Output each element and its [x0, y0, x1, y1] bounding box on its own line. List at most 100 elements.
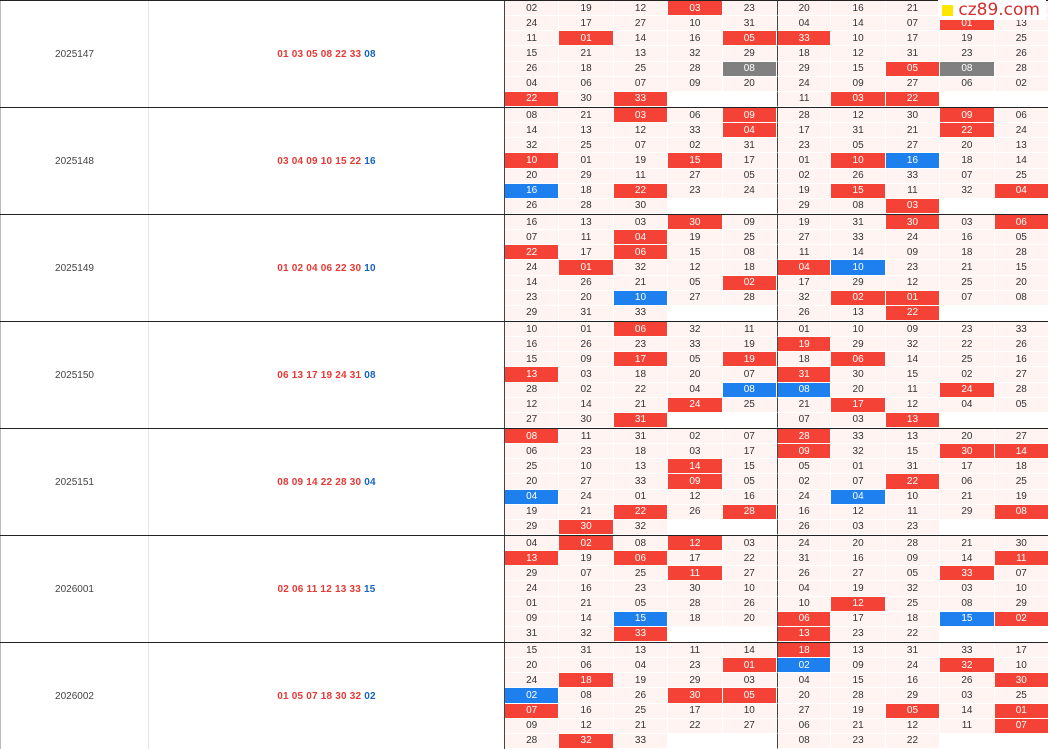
grid-cell: 08 [994, 290, 1048, 306]
grid-cell: 25 [613, 566, 669, 582]
grid-cell: 18 [777, 352, 832, 368]
grid-cell: 04 [831, 489, 886, 505]
grid-cell: 04 [777, 581, 832, 597]
grid-cell: 28 [505, 733, 560, 749]
grid-cell: 07 [994, 566, 1048, 582]
winning-numbers: 01 02 04 06 22 30 10 [149, 215, 504, 321]
grid-cell: 07 [940, 168, 995, 184]
grid-cell: 01 [722, 658, 777, 674]
grid-cell: 13 [613, 459, 669, 475]
grid-cell: 10 [994, 581, 1048, 597]
grid-cell: 01 [559, 31, 614, 47]
grid-cell: 15 [885, 367, 941, 383]
grid-cell: 29 [831, 337, 886, 353]
grid-cell: 19 [559, 1, 614, 17]
grid-cell-empty [994, 626, 1048, 642]
grid-cell: 24 [777, 76, 832, 92]
grid-cell: 27 [505, 412, 560, 428]
grid-cell: 01 [505, 596, 560, 612]
grid-cell: 21 [559, 46, 614, 62]
grid-cell: 15 [831, 183, 886, 199]
grid-cell: 05 [722, 688, 777, 704]
grid-cell-empty [940, 519, 995, 535]
grid-cell: 23 [831, 733, 886, 749]
grid-cell: 23 [940, 322, 995, 338]
grid-cell: 10 [559, 459, 614, 475]
grid-cell: 08 [505, 108, 560, 124]
draw-period-row: 2025150 06 13 17 19 24 31 08 10 01 06 32 11 01 10… [0, 322, 1048, 429]
grid-cell: 10 [722, 581, 777, 597]
grid-cell: 31 [777, 367, 832, 383]
grid-cell: 30 [940, 444, 995, 460]
issue-number: 2025148 [0, 108, 149, 214]
grid-cell: 23 [777, 138, 832, 154]
grid-cell: 32 [777, 290, 832, 306]
grid-cell: 03 [613, 108, 669, 124]
grid-cell: 31 [722, 138, 777, 154]
grid-cell: 26 [777, 305, 832, 321]
grid-cell: 24 [777, 536, 832, 552]
grid-cell: 22 [668, 718, 723, 734]
grid-cell-empty [722, 733, 777, 749]
site-watermark[interactable]: cz89.com [938, 0, 1046, 20]
grid-cell: 25 [994, 31, 1048, 47]
grid-cell: 05 [831, 138, 886, 154]
grid-cell-empty [994, 733, 1048, 749]
grid-cell: 19 [613, 673, 669, 689]
blue-ball-number: 16 [364, 155, 376, 167]
grid-cell: 17 [777, 275, 832, 291]
grid-cell: 18 [777, 643, 832, 659]
grid-cell: 20 [777, 1, 832, 17]
grid-cell: 14 [505, 275, 560, 291]
issue-number: 2025147 [0, 1, 149, 107]
grid-cell: 18 [722, 260, 777, 276]
grid-cell: 04 [777, 673, 832, 689]
grid-cell: 03 [613, 215, 669, 231]
grid-cell: 12 [668, 260, 723, 276]
grid-cell: 14 [722, 643, 777, 659]
grid-cell: 09 [940, 108, 995, 124]
grid-cell: 08 [940, 596, 995, 612]
grid-cell: 19 [668, 230, 723, 246]
grid-cell: 26 [559, 337, 614, 353]
grid-cell: 10 [613, 290, 669, 306]
grid-cell: 11 [559, 429, 614, 445]
grid-cell: 06 [613, 245, 669, 261]
grid-cell: 28 [559, 198, 614, 214]
grid-cell: 09 [777, 444, 832, 460]
grid-cell: 20 [722, 76, 777, 92]
grid-cell-empty [722, 412, 777, 428]
grid-cell: 08 [994, 504, 1048, 520]
grid-cell: 28 [777, 108, 832, 124]
grid-cell: 13 [994, 138, 1048, 154]
grid-cell: 11 [994, 551, 1048, 567]
grid-cell: 26 [940, 673, 995, 689]
grid-cell: 29 [505, 566, 560, 582]
grid-cell: 21 [831, 718, 886, 734]
grid-cell: 32 [940, 658, 995, 674]
grid-cell: 15 [505, 46, 560, 62]
grid-cell: 06 [940, 474, 995, 490]
grid-cell: 07 [559, 566, 614, 582]
grid-cell: 09 [505, 718, 560, 734]
grid-cell: 33 [994, 322, 1048, 338]
grid-cell-empty [722, 305, 777, 321]
grid-cell: 16 [885, 673, 941, 689]
grid-cell: 04 [994, 183, 1048, 199]
grid-cell: 28 [668, 596, 723, 612]
issue-number: 2026001 [0, 536, 149, 642]
grid-cell: 24 [505, 673, 560, 689]
grid-cell: 27 [668, 168, 723, 184]
grid-cell: 21 [885, 123, 941, 139]
grid-cell: 33 [777, 31, 832, 47]
grid-cell: 10 [885, 489, 941, 505]
grid-cell: 02 [668, 138, 723, 154]
blue-ball-number: 15 [363, 583, 376, 595]
grid-cell: 14 [994, 153, 1048, 169]
grid-cell: 18 [668, 611, 723, 627]
grid-cell: 20 [505, 658, 560, 674]
grid-cell: 27 [722, 718, 777, 734]
grid-cell: 25 [885, 596, 941, 612]
grid-cell: 28 [994, 382, 1048, 398]
grid-cell: 01 [559, 260, 614, 276]
